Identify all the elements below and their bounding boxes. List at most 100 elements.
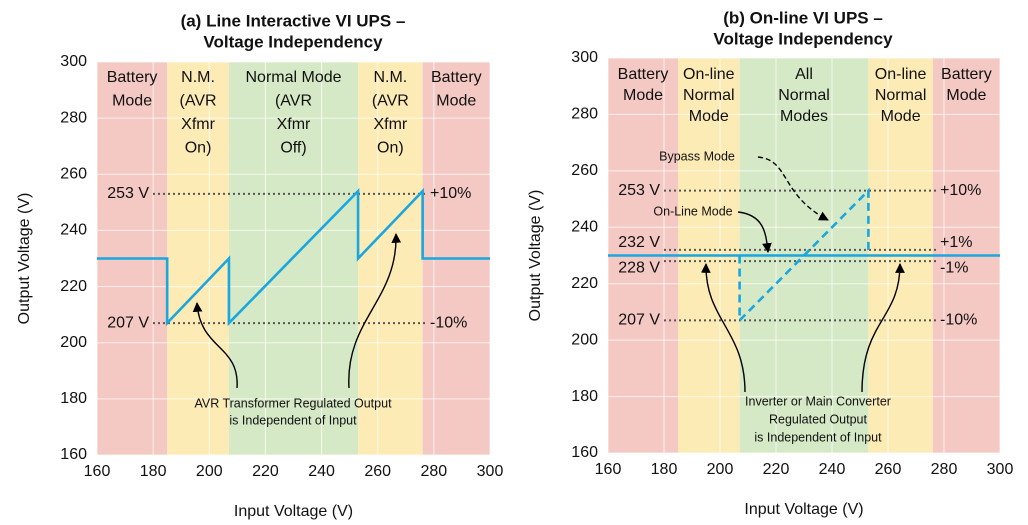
y-tick-label: 280	[60, 109, 87, 126]
arrow	[700, 263, 746, 393]
reference-label: 207 V	[618, 312, 660, 329]
x-tick-label: 240	[819, 461, 846, 478]
region-label: Off)	[280, 140, 306, 157]
region-label: Battery	[941, 66, 992, 83]
region-label: Xfmr	[181, 116, 215, 133]
y-tick-label: 300	[60, 53, 87, 70]
x-axis-label: Input Voltage (V)	[234, 503, 353, 520]
y-tick-label: 180	[60, 390, 87, 407]
region	[358, 62, 423, 455]
x-tick-label: 200	[196, 463, 223, 480]
x-tick-label: 160	[84, 463, 111, 480]
region-label: On-line	[875, 66, 927, 83]
x-tick-label: 300	[477, 463, 504, 480]
x-tick-label: 160	[595, 461, 622, 478]
x-tick-label: 300	[987, 461, 1014, 478]
x-tick-label: 180	[651, 461, 678, 478]
reference-label: 253 V	[618, 182, 660, 199]
region-label: Mode	[112, 93, 152, 110]
arrow	[757, 156, 829, 221]
x-tick-label: 220	[252, 463, 279, 480]
region-label: Normal	[683, 87, 735, 104]
y-tick-label: 220	[60, 278, 87, 295]
region-label: Xfmr	[373, 116, 407, 133]
annotations: AVR Transformer Regulated Output is Inde…	[192, 149, 905, 444]
annotation: is Independent of Input	[754, 430, 882, 444]
chart-a: (a) Line Interactive VI UPS – Voltage Ind…	[16, 11, 503, 520]
annotation: On-Line Mode	[653, 204, 732, 218]
region-label: Mode	[689, 108, 729, 125]
region-label: On)	[185, 140, 212, 157]
data-line	[97, 187, 490, 327]
x-tick-label: 200	[707, 461, 734, 478]
reference-label: -10%	[940, 312, 977, 329]
chart-title: Voltage Independency	[203, 32, 383, 51]
annotation: AVR Transformer Regulated Output	[194, 396, 392, 410]
arrow	[861, 263, 905, 393]
reference-label: 253 V	[107, 185, 149, 202]
y-tick-label: 260	[60, 166, 87, 183]
reference-label: -10%	[430, 314, 467, 331]
annotation: Regulated Output	[769, 412, 868, 426]
y-tick-label: 200	[571, 331, 598, 348]
region	[167, 62, 229, 455]
y-tick-label: 280	[571, 106, 598, 123]
region-label: Normal	[778, 87, 830, 104]
annotation: is Independent of Input	[229, 413, 357, 427]
chart-title: Voltage Independency	[713, 29, 893, 48]
region-label: Normal	[875, 87, 927, 104]
chart-b: (b) On-line VI UPS – Voltage Independency…	[527, 8, 1013, 518]
x-axis-label: Input Voltage (V)	[744, 501, 863, 518]
y-axis-label: Output Voltage (V)	[16, 193, 33, 325]
annotation: Inverter or Main Converter	[745, 394, 891, 408]
region-label: N.M.	[181, 69, 215, 86]
region-label: Battery	[431, 69, 482, 86]
reference-label: +1%	[940, 234, 972, 251]
arrow	[348, 233, 402, 389]
y-tick-label: 160	[60, 446, 87, 463]
chart-title: (a) Line Interactive VI UPS –	[181, 11, 406, 30]
x-tick-label: 240	[308, 463, 335, 480]
y-tick-label: 220	[571, 275, 598, 292]
region-label: (AVR	[180, 93, 217, 110]
reference-label: -1%	[940, 259, 968, 276]
reference-label: +10%	[940, 182, 981, 199]
region-label: Normal Mode	[245, 69, 341, 86]
region-label: All	[795, 66, 813, 83]
arrow	[192, 302, 238, 389]
y-tick-label: 240	[60, 222, 87, 239]
y-tick-label: 160	[571, 444, 598, 461]
x-tick-label: 260	[875, 461, 902, 478]
region-label: Mode	[881, 108, 921, 125]
x-tick-label: 280	[421, 463, 448, 480]
region-label: Mode	[946, 87, 986, 104]
region-label: Mode	[436, 93, 476, 110]
reference-label: +10%	[430, 185, 471, 202]
region-label: On)	[377, 140, 404, 157]
y-tick-label: 200	[60, 334, 87, 351]
region-label: Battery	[618, 66, 669, 83]
x-tick-label: 260	[364, 463, 391, 480]
region-label: (AVR	[275, 93, 312, 110]
region-label: Modes	[780, 108, 828, 125]
y-tick-label: 180	[571, 388, 598, 405]
y-axis-label: Output Voltage (V)	[527, 190, 544, 322]
chart-title: (b) On-line VI UPS –	[723, 8, 883, 27]
y-tick-label: 260	[571, 162, 598, 179]
arrow	[737, 211, 772, 253]
region-label: Mode	[623, 87, 663, 104]
data-line	[738, 187, 870, 324]
x-tick-label: 220	[763, 461, 790, 478]
region-label: On-line	[683, 66, 735, 83]
y-tick-label: 240	[571, 219, 598, 236]
region-label: (AVR	[372, 93, 409, 110]
region-label: N.M.	[373, 69, 407, 86]
region-label: Battery	[107, 69, 158, 86]
reference-label: 228 V	[618, 259, 660, 276]
reference-label: 207 V	[107, 314, 149, 331]
annotation: Bypass Mode	[659, 149, 735, 163]
x-tick-label: 280	[931, 461, 958, 478]
x-tick-label: 180	[140, 463, 167, 480]
y-tick-label: 300	[571, 49, 598, 66]
